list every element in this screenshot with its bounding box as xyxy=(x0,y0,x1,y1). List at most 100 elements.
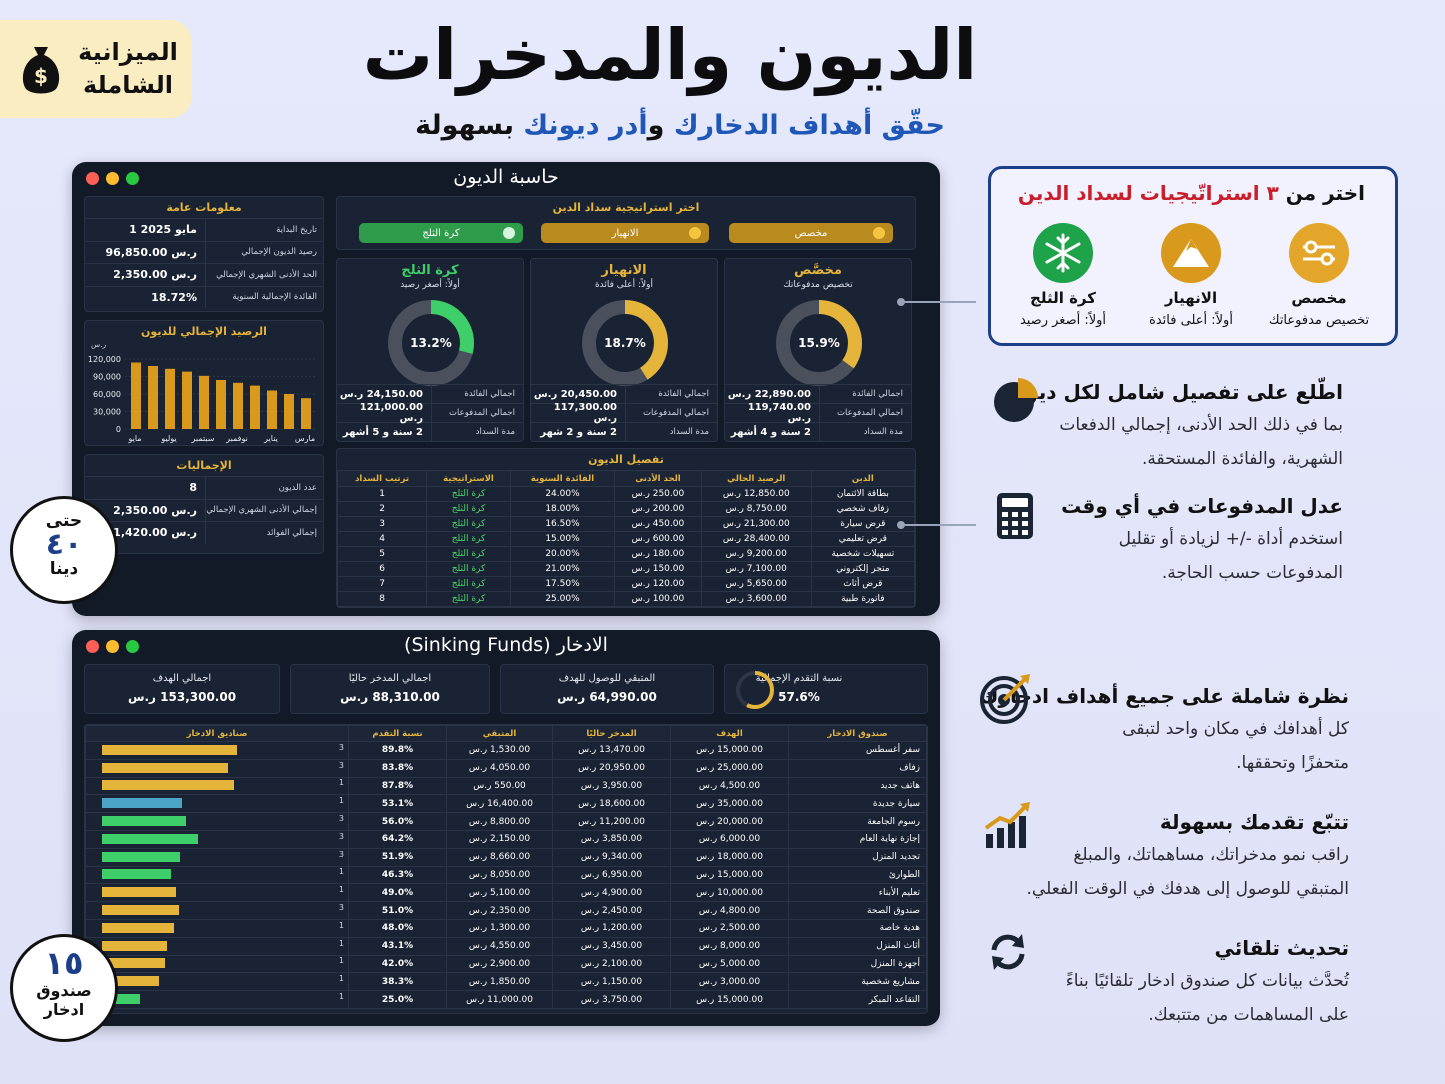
fund-goal: 2,500.00 ر.س xyxy=(670,918,789,938)
table-row[interactable]: أجهزة المنزل 5,000.00 ر.س 2,100.00 ر.س 2,90… xyxy=(85,954,927,974)
fund-saved: 3,850.00 ر.س xyxy=(552,829,671,849)
fund-progress-bar xyxy=(102,816,186,827)
subtitle-part-2: و xyxy=(647,110,674,141)
table-cell: قرض أثاث xyxy=(810,576,916,592)
column-header: الحد الأدنى xyxy=(614,470,702,487)
table-row[interactable]: سفر أغسطس 15,000.00 ر.س 13,470.00 ر.س 1,530… xyxy=(85,741,927,760)
strategy-stat-row: اجمالي المدفوعات 121,000.00 ر.س xyxy=(337,402,523,424)
minimize-window-button[interactable] xyxy=(106,640,119,653)
fund-progress-pct: 87.8% xyxy=(348,776,447,796)
table-row[interactable]: سيارة جديدة 35,000.00 ر.س 18,600.00 ر.س 16,… xyxy=(85,794,927,814)
table-row[interactable]: هدية خاصة 2,500.00 ر.س 1,200.00 ر.س 1,300.0… xyxy=(85,918,927,938)
table-row[interactable]: الطوارئ 15,000.00 ر.س 6,950.00 ر.س 8,050.00… xyxy=(85,865,927,885)
strategy-card-custom[interactable]: مخصَّص تخصيص مدفوعاتك 15.9% اجمالي الفائدة 2… xyxy=(724,258,912,442)
table-row[interactable]: مشاريع شخصية 3,000.00 ر.س 1,150.00 ر.س 1,85… xyxy=(85,972,927,992)
totals-label: عدد الديون xyxy=(205,477,323,499)
minimize-window-button[interactable] xyxy=(106,172,119,185)
table-cell: 9,200.00 ر.س xyxy=(700,546,812,562)
strategy-stat-row: اجمالي الفائدة 24,150.00 ر.س xyxy=(337,384,523,403)
connector-line xyxy=(897,521,976,529)
strategy-option-avalanche-label: الانهيار xyxy=(611,227,639,239)
strategy-name: كرة الثلج xyxy=(401,263,459,278)
fund-progress-bar xyxy=(102,798,182,809)
fund-progress-bar-cell: 1 xyxy=(85,954,349,974)
maximize-window-button[interactable] xyxy=(126,172,139,185)
fund-count: 3 xyxy=(338,760,344,770)
table-row[interactable]: قرض أثاث 5,650.00 ر.س 120.00 ر.س 17.50% كرة … xyxy=(336,576,916,592)
strategy-donut: 18.7% xyxy=(582,300,668,386)
x-tick-label: نوفمبر xyxy=(225,434,248,443)
feature-title: تتبّع تقدمك بسهولة xyxy=(1159,810,1349,834)
table-cell: كرة الثلج xyxy=(426,531,511,547)
table-row[interactable]: تسهيلات شخصية 9,200.00 ر.س 180.00 ر.س 20.00… xyxy=(336,546,916,562)
kpi-label: اجمالي الهدف xyxy=(152,673,212,684)
table-row[interactable]: قرض سيارة 21,300.00 ر.س 450.00 ر.س 16.50% كر… xyxy=(336,516,916,532)
fund-progress-bar xyxy=(102,905,179,916)
fund-progress-pct: 56.0% xyxy=(348,812,447,831)
table-row[interactable]: قرض تعليمي 28,400.00 ر.س 600.00 ر.س 15.00% ك… xyxy=(336,531,916,547)
table-row[interactable]: هاتف جديد 4,500.00 ر.س 3,950.00 ر.س 550.00 … xyxy=(85,776,927,796)
fund-progress-bar xyxy=(102,851,180,862)
fund-count: 1 xyxy=(338,992,344,1002)
total-balance-chart: الرصيد الإجمالي للديون ر.س 120,000 90,000 6… xyxy=(84,320,324,446)
money-bag-icon: $ xyxy=(18,43,64,95)
balance-bar xyxy=(284,394,294,429)
fund-progress-pct: 51.9% xyxy=(348,847,447,867)
fund-progress-pct: 48.0% xyxy=(348,918,447,938)
table-cell: 16.50% xyxy=(509,516,616,532)
strategy-option-custom[interactable]: مخصص xyxy=(729,223,893,243)
brand-line1: الميزانية xyxy=(78,38,178,66)
table-row[interactable]: تجديد المنزل 18,000.00 ر.س 9,340.00 ر.س 8,6… xyxy=(85,847,927,867)
fund-name: هاتف جديد xyxy=(880,780,920,791)
strategy-option-snowball[interactable]: كرة الثلج xyxy=(359,223,523,243)
balance-bar xyxy=(301,398,311,429)
table-row[interactable]: التقاعد المبكر 15,000.00 ر.س 3,750.00 ر.س 1… xyxy=(85,990,927,1009)
general-info-row: الفائدة الإجمالية السنوية 18.72% xyxy=(85,285,323,308)
feature-line: كل أهدافك في مكان واحد لتبقى xyxy=(1122,719,1349,739)
table-row[interactable]: فاتورة طبية 3,600.00 ر.س 100.00 ر.س 25.00% ك… xyxy=(336,591,916,607)
chart-unit: ر.س xyxy=(91,341,107,349)
kpi-saved: اجمالي المدخر حاليًا 88,310.00 ر.س xyxy=(290,664,490,714)
brand-line2: الشاملة xyxy=(83,71,173,99)
fund-progress-bar xyxy=(102,994,140,1005)
strategy-option-avalanche[interactable]: الانهيار xyxy=(541,223,709,243)
debt-window-title: حاسبة الديون xyxy=(453,166,559,188)
table-cell: 20.00% xyxy=(509,546,616,562)
table-row[interactable]: إجازة نهاية العام 6,000.00 ر.س 3,850.00 ر.… xyxy=(85,829,927,849)
column-header: صندوق الادخار xyxy=(788,725,927,742)
table-row[interactable]: زفاف 25,000.00 ر.س 20,950.00 ر.س 4,050.00 ر… xyxy=(85,758,927,778)
fund-count: 1 xyxy=(338,974,344,984)
table-row[interactable]: رسوم الجامعة 20,000.00 ر.س 11,200.00 ر.س 8,… xyxy=(85,812,927,831)
savings-count-badge: ١٥ صندوق ادخار xyxy=(10,934,118,1042)
table-row[interactable]: صندوق الصحة 4,800.00 ر.س 2,450.00 ر.س 2,350… xyxy=(85,901,927,920)
fund-name: الطوارئ xyxy=(888,869,920,880)
x-tick-label: مايو xyxy=(127,434,141,443)
table-row[interactable]: تعليم الأبناء 10,000.00 ر.س 4,900.00 ر.س 5,… xyxy=(85,883,927,903)
general-info-row: تاريخ البداية 1 مايو 2025 xyxy=(85,218,323,241)
table-cell: 28,400.00 ر.س xyxy=(700,531,812,547)
totals-label: إجمالي الفوائد xyxy=(205,522,323,544)
strategy-desc: أولاً: أعلى فائدة xyxy=(594,280,654,290)
table-cell: 24.00% xyxy=(509,486,616,502)
table-cell: قرض تعليمي xyxy=(810,531,916,547)
table-cell: 8 xyxy=(336,591,428,607)
general-info-value: 1 مايو 2025 xyxy=(129,223,197,237)
fund-count: 1 xyxy=(338,920,344,930)
maximize-window-button[interactable] xyxy=(126,640,139,653)
close-window-button[interactable] xyxy=(86,172,99,185)
table-row[interactable]: أثاث المنزل 8,000.00 ر.س 3,450.00 ر.س 4,550… xyxy=(85,936,927,956)
strategy-card-snowball[interactable]: كرة الثلج أولاً: أصغر رصيد 13.2% اجمالي الف… xyxy=(336,258,524,442)
strategy-card-avalanche[interactable]: الانهيار أولاً: أعلى فائدة 18.7% اجمالي الف… xyxy=(530,258,718,442)
general-info-title: معلومات عامة xyxy=(166,201,242,214)
general-info-label: الفائدة الإجمالية السنوية xyxy=(205,286,323,308)
close-window-button[interactable] xyxy=(86,640,99,653)
fund-name-cell: تجديد المنزل xyxy=(788,847,927,867)
fund-progress-bar xyxy=(102,762,228,773)
fund-progress-bar xyxy=(102,869,172,880)
table-row[interactable]: زفاف شخصي 8,750.00 ر.س 200.00 ر.س 18.00% كرة… xyxy=(336,501,916,517)
table-row[interactable]: متجر إلكتروني 7,100.00 ر.س 150.00 ر.س 21.00… xyxy=(336,561,916,577)
fund-remaining: 1,300.00 ر.س xyxy=(446,918,553,938)
fund-goal: 5,000.00 ر.س xyxy=(670,954,789,974)
table-row[interactable]: بطاقة الائتمان 12,850.00 ر.س 250.00 ر.س 24.… xyxy=(336,486,916,502)
strategy-stat-label: اجمالي المدفوعات xyxy=(625,404,717,422)
